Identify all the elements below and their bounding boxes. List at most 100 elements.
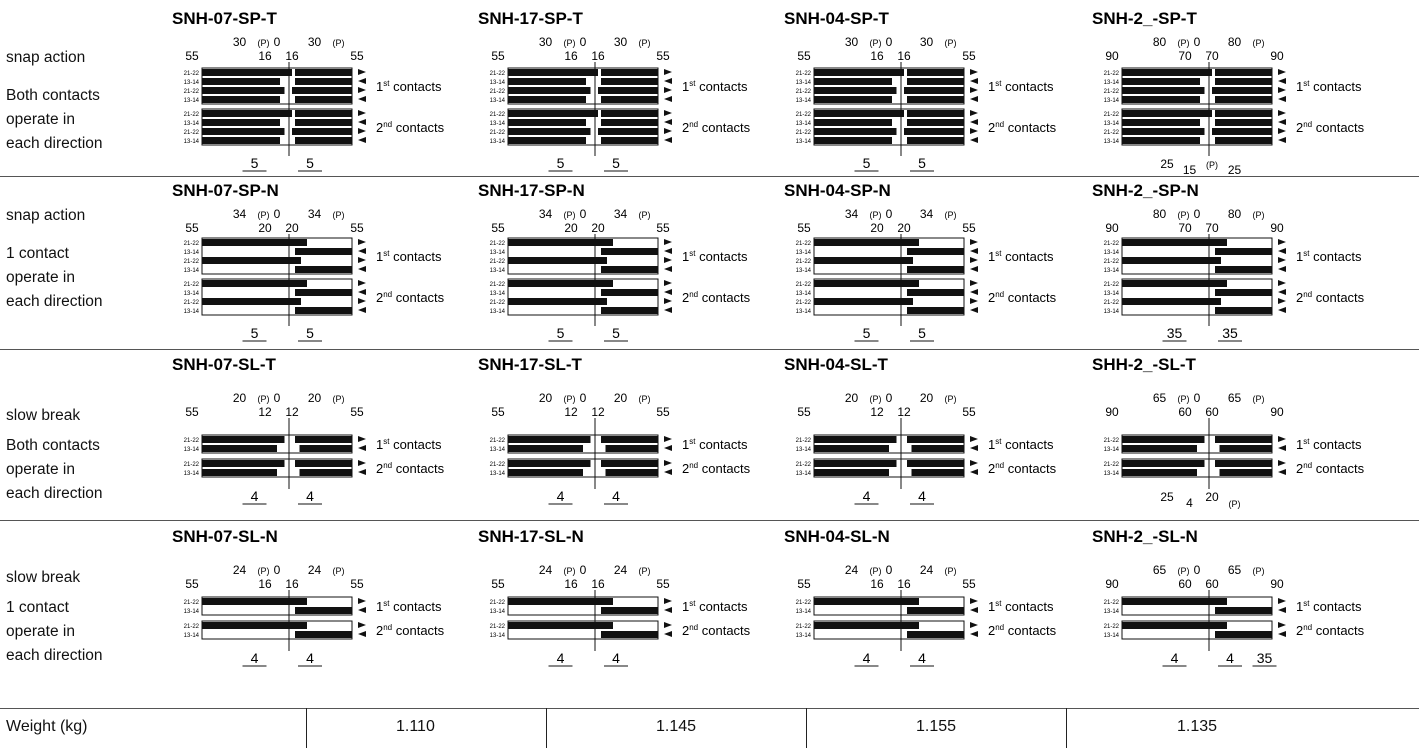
pin-label: 13-14 [490,447,506,453]
direction-arrow-icon [970,631,978,637]
angle-label: 34 [845,207,859,221]
direction-arrow-icon [664,69,672,75]
angle-label: (P) [1178,210,1190,220]
direction-arrow-icon [664,239,672,245]
diagram-title: SNH-17-SP-N [478,181,585,200]
angle-label: (P) [1206,160,1218,170]
angle-label: 55 [962,49,976,63]
angle-label: 0 [1194,391,1201,405]
pin-label: 21-22 [490,300,506,306]
angle-label: 55 [797,405,811,419]
angle-label: 55 [797,221,811,235]
angle-label: 55 [350,221,364,235]
angle-label: 55 [797,49,811,63]
pin-label: 21-22 [184,259,200,265]
pin-label: 13-14 [1104,309,1120,315]
pin-label: 13-14 [796,609,812,615]
direction-arrow-icon [970,87,978,93]
travel-label: 5 [918,325,926,341]
row-divider [0,708,1419,709]
direction-arrow-icon [664,137,672,143]
direction-arrow-icon [358,266,366,272]
pin-label: 13-14 [184,139,200,145]
switch-diagram: SNH-07-SP-N 34 (P) 0 34 (P) 55 55 20 20 21-22 13-14… [160,176,460,349]
pin-label: 13-14 [796,80,812,86]
angle-label: 20 [308,391,322,405]
contact-label: 2nd contacts [376,623,445,638]
angle-label: (P) [1253,210,1265,220]
direction-arrow-icon [664,460,672,466]
pin-label: 21-22 [184,89,200,95]
direction-arrow-icon [664,257,672,263]
pin-label: 21-22 [490,130,506,136]
contact-label: 2nd contacts [682,461,751,476]
direction-arrow-icon [664,128,672,134]
travel-label: 5 [557,325,565,341]
direction-arrow-icon [970,239,978,245]
angle-label: 24 [539,563,553,577]
angle-label: (P) [945,566,957,576]
angle-label: 34 [308,207,322,221]
angle-label: (P) [870,210,882,220]
angle-label: 24 [308,563,322,577]
direction-arrow-icon [358,248,366,254]
angle-label: 34 [920,207,934,221]
direction-arrow-icon [1278,248,1286,254]
angle-label: 12 [591,405,605,419]
angle-label: 55 [962,405,976,419]
contact-label: 2nd contacts [682,120,751,135]
pin-label: 13-14 [490,80,506,86]
pin-label: 21-22 [490,282,506,288]
angle-label: 12 [564,405,578,419]
direction-arrow-icon [358,96,366,102]
diagram-svg: SNH-2_-SL-N 65 (P) 0 65 (P) 90 90 60 60 21-22 13-14… [1092,527,1365,667]
direction-arrow-icon [1278,239,1286,245]
contact-label: 1st contacts [376,599,442,614]
direction-arrow-icon [664,298,672,304]
pin-label: 21-22 [1104,89,1120,95]
angle-label: 20 [897,221,911,235]
angle-label: 34 [539,207,553,221]
angle-label: 55 [185,49,199,63]
contact-label: 1st contacts [1296,79,1362,94]
angle-label: 65 [1153,391,1167,405]
angle-label: 80 [1153,207,1167,221]
angle-label: 16 [870,577,884,591]
direction-arrow-icon [664,436,672,442]
direction-arrow-icon [970,69,978,75]
angle-label: 24 [614,563,628,577]
pin-label: 13-14 [1104,250,1120,256]
angle-label: 55 [656,405,670,419]
angle-label: 90 [1270,49,1284,63]
pin-label: 13-14 [796,139,812,145]
pin-label: 13-14 [796,98,812,104]
angle-label: 55 [491,577,505,591]
direction-arrow-icon [664,96,672,102]
angle-label: 60 [1178,577,1192,591]
angle-label: 20 [870,221,884,235]
direction-arrow-icon [970,119,978,125]
travel-label: 4 [251,650,259,666]
switch-diagram: SNH-04-SP-T 30 (P) 0 30 (P) 55 55 16 16 21-22 13-14… [772,4,1072,176]
angle-label: (P) [258,566,270,576]
pin-label: 21-22 [1104,112,1120,118]
contact-label: 2nd contacts [988,461,1057,476]
direction-arrow-icon [970,607,978,613]
angle-label: (P) [870,566,882,576]
pin-label: 21-22 [184,112,200,118]
angle-label: 55 [185,405,199,419]
travel-label: 4 [918,650,926,666]
angle-label: 0 [580,207,587,221]
pin-label: 21-22 [184,130,200,136]
row-description: snap action Both contacts operate in each … [6,49,103,152]
diagram-svg: SNH-07-SL-T 20 (P) 0 20 (P) 55 55 12 12 21-22 13-14… [172,355,445,505]
pin-label: 21-22 [1104,600,1120,606]
travel-label: 5 [251,155,259,171]
column-divider [306,708,307,748]
pin-label: 13-14 [184,98,200,104]
direction-arrow-icon [358,119,366,125]
diagram-title: SNH-04-SL-T [784,355,889,374]
pin-label: 13-14 [1104,291,1120,297]
pin-label: 21-22 [1104,241,1120,247]
angle-label: 55 [962,577,976,591]
